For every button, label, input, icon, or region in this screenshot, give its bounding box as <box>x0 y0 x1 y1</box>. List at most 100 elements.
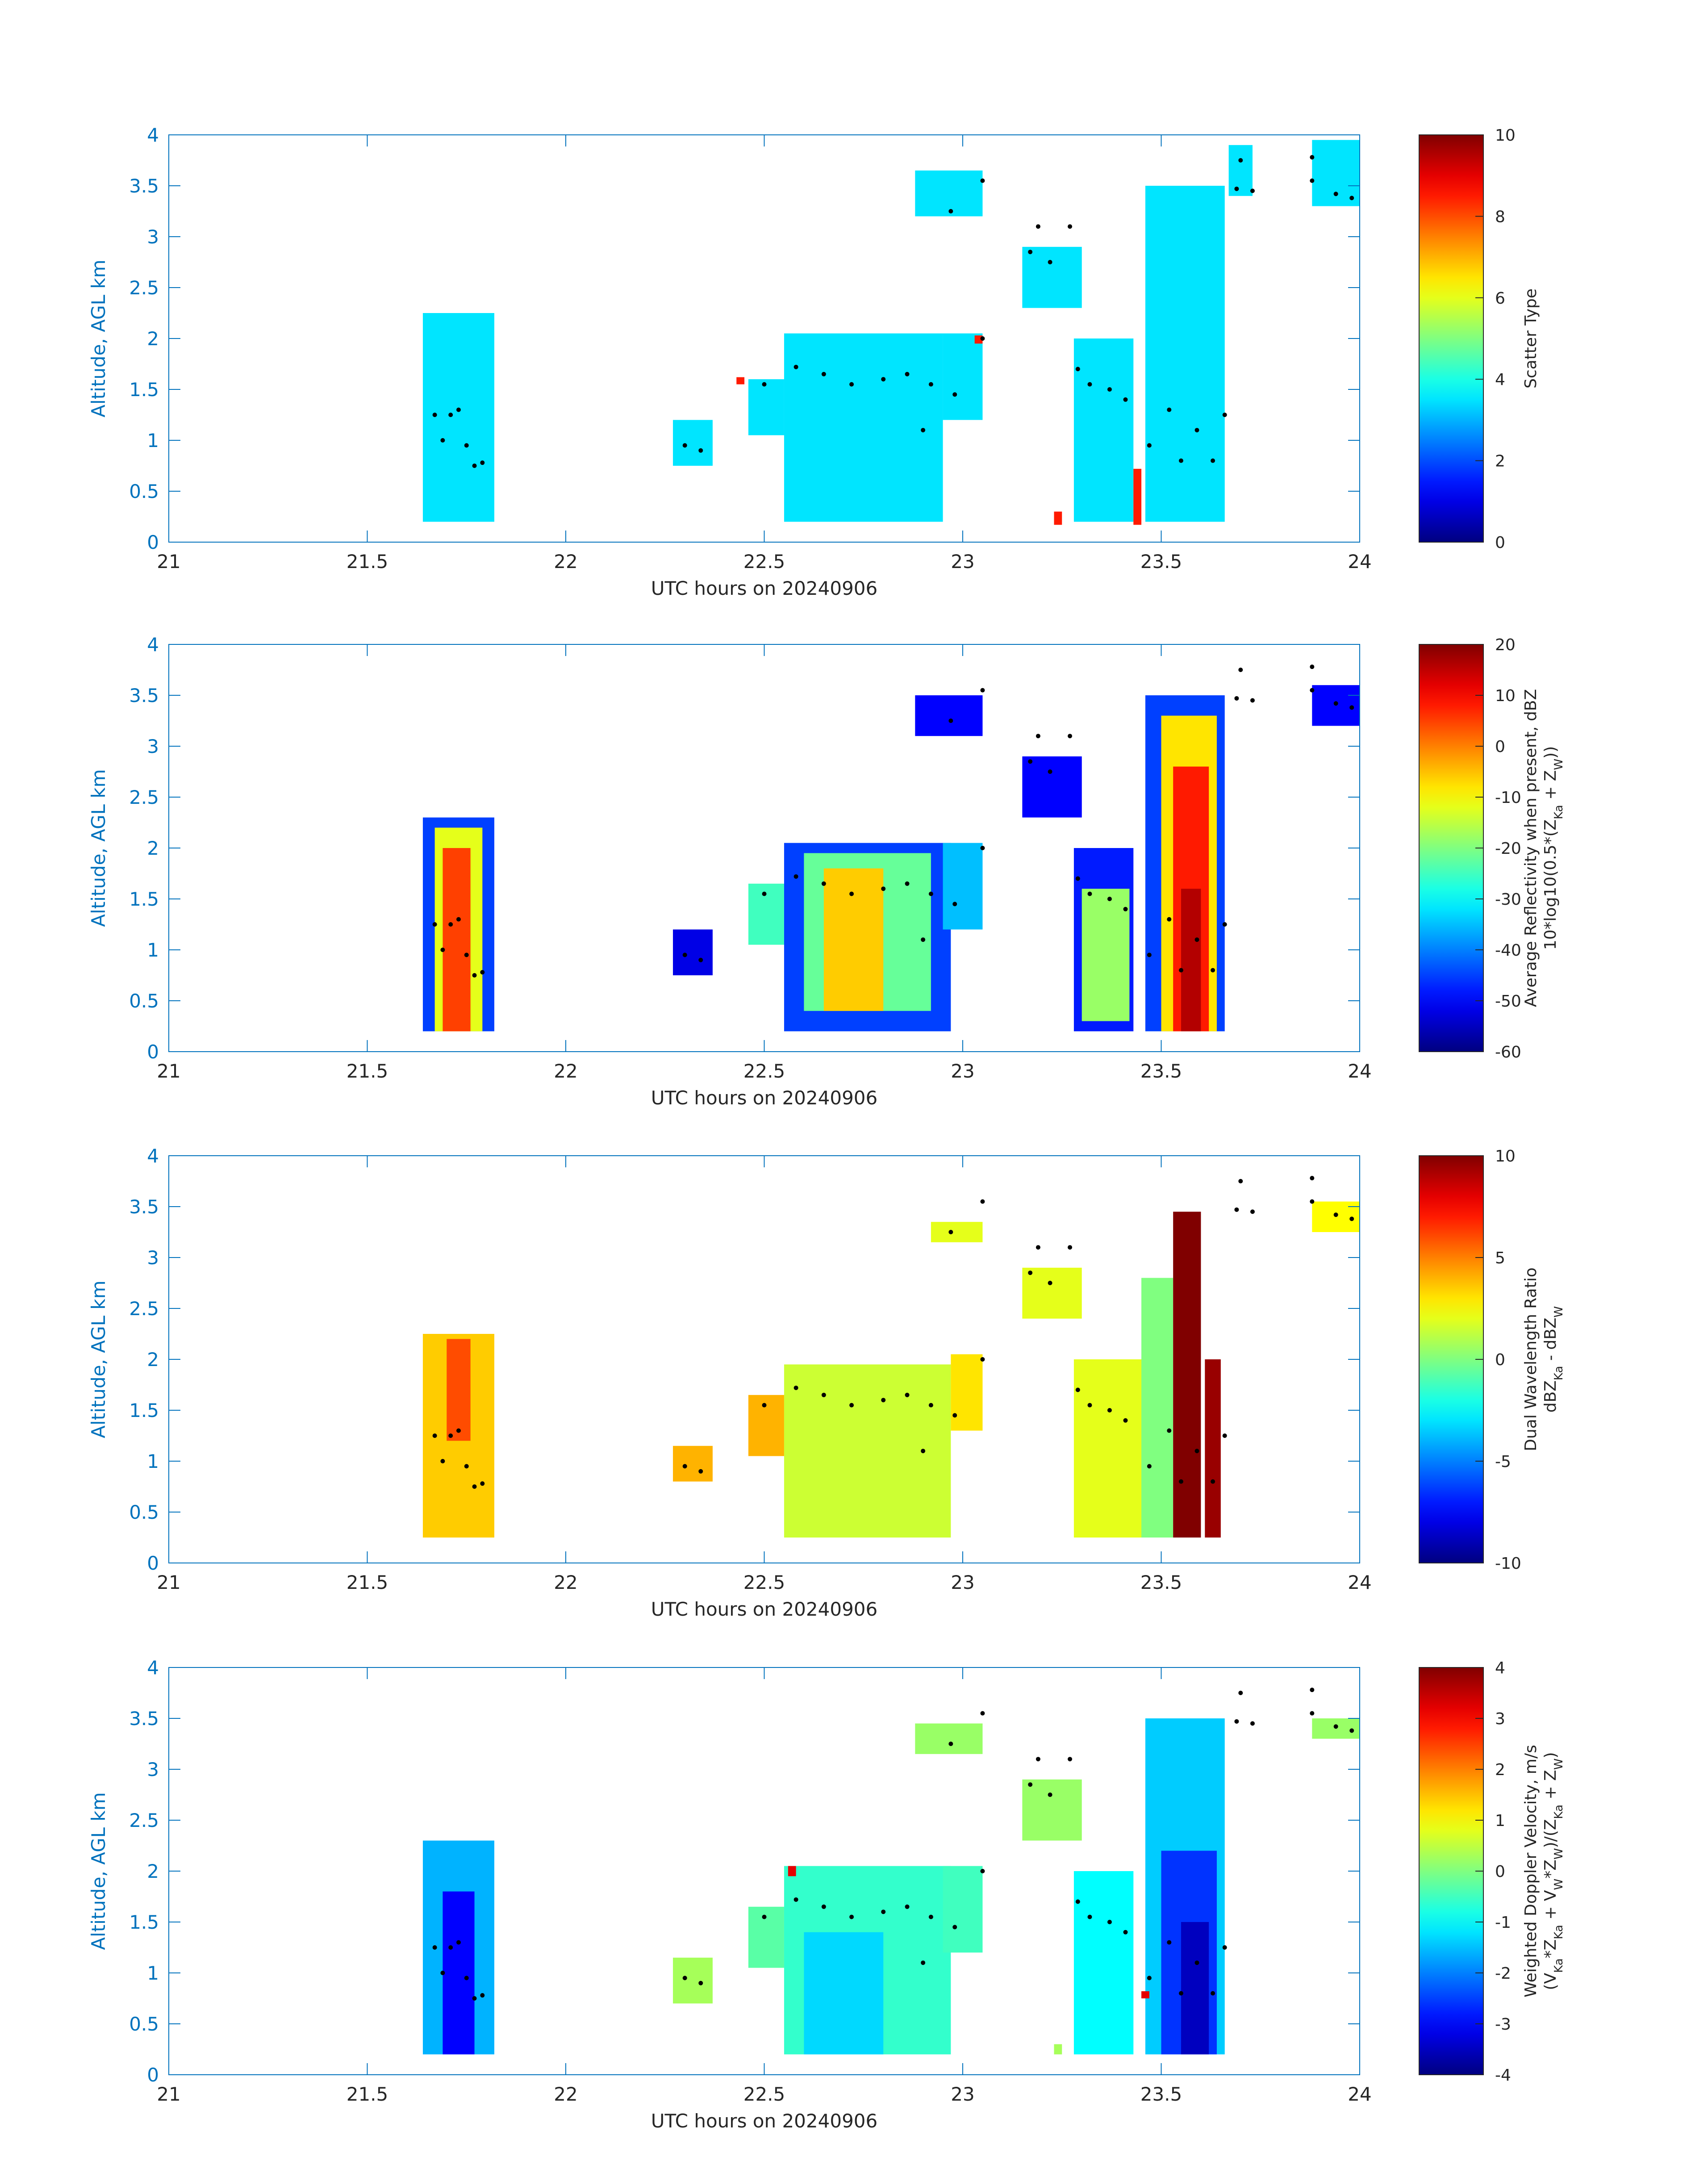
data-point-marker <box>1068 1245 1073 1250</box>
data-point-marker <box>762 1914 767 1919</box>
data-point-marker <box>1234 186 1239 191</box>
colorbar-tick-label: -2 <box>1495 1964 1511 1983</box>
data-point-marker <box>1036 224 1040 229</box>
data-point-marker <box>1211 1991 1215 1996</box>
data-point-marker <box>1310 688 1315 693</box>
heatmap-cell <box>673 1957 713 2004</box>
data-point-marker <box>821 1904 826 1909</box>
data-point-marker <box>1068 1757 1073 1762</box>
colorbar-tick-label: 10 <box>1495 687 1516 705</box>
data-point-marker <box>440 438 445 443</box>
x-tick-label: 23 <box>951 2083 974 2105</box>
data-point-marker <box>1036 1757 1040 1762</box>
data-point-marker <box>821 1392 826 1397</box>
data-point-marker <box>1310 178 1315 183</box>
x-tick-label: 22.5 <box>743 2083 785 2105</box>
data-point-marker <box>1087 1914 1092 1919</box>
data-point-marker <box>472 973 477 978</box>
data-point-marker <box>1222 1945 1227 1950</box>
colorbar-tick-label: -4 <box>1495 2066 1511 2085</box>
x-tick-label: 22 <box>554 1060 577 1082</box>
data-point-marker <box>1028 1782 1033 1787</box>
y-tick-label: 2.5 <box>129 277 159 299</box>
data-point-marker <box>1250 1209 1255 1214</box>
data-point-marker <box>456 407 461 412</box>
y-tick-label: 3.5 <box>129 1196 159 1218</box>
heatmap-cell <box>788 1866 796 1876</box>
data-point-marker <box>793 874 798 879</box>
data-point-marker <box>793 1385 798 1390</box>
data-point-marker <box>480 1993 485 1998</box>
data-point-marker <box>1349 196 1354 201</box>
data-point-marker <box>1349 1216 1354 1221</box>
heatmap-cell <box>943 843 983 930</box>
x-tick-label: 23.5 <box>1140 2083 1182 2105</box>
data-point-marker <box>1107 1408 1112 1412</box>
y-tick-label: 1 <box>147 1962 159 1984</box>
data-point-marker <box>1123 1418 1128 1423</box>
heatmap-cell <box>823 868 884 1011</box>
data-point-marker <box>1194 937 1199 942</box>
data-point-marker <box>698 1981 703 1985</box>
data-point-marker <box>432 413 437 417</box>
colorbar-label: (VKa*ZKa + VW*ZW)/(ZKa + ZW) <box>1541 1752 1566 1990</box>
data-point-marker <box>464 1976 469 1981</box>
y-tick-label: 0 <box>147 1552 159 1574</box>
y-tick-label: 4 <box>147 1145 159 1167</box>
heatmap-cell <box>784 333 943 522</box>
data-point-marker <box>948 1742 953 1746</box>
colorbar-label: Weighted Doppler Velocity, m/s <box>1522 1745 1540 1997</box>
data-point-marker <box>456 1940 461 1945</box>
data-point-marker <box>1075 367 1080 372</box>
data-point-marker <box>1310 155 1315 160</box>
data-point-marker <box>921 1449 926 1454</box>
x-tick-label: 21 <box>157 1571 180 1593</box>
x-tick-label: 21 <box>157 1060 180 1082</box>
data-point-marker <box>1075 1899 1080 1904</box>
data-point-marker <box>1194 1960 1199 1965</box>
x-tick-label: 21.5 <box>347 2083 388 2105</box>
data-point-marker <box>432 1433 437 1438</box>
data-point-marker <box>928 382 933 387</box>
data-point-marker <box>881 1398 886 1403</box>
data-point-marker <box>1349 1728 1354 1733</box>
y-tick-label: 0.5 <box>129 1501 159 1523</box>
data-point-marker <box>1087 1403 1092 1408</box>
data-point-marker <box>1310 1199 1315 1204</box>
data-point-marker <box>821 881 826 886</box>
data-point-marker <box>698 957 703 962</box>
y-tick-label: 1.5 <box>129 1400 159 1421</box>
data-point-marker <box>1250 698 1255 703</box>
data-point-marker <box>1123 1930 1128 1935</box>
chart-panel-3: 21 21.5 22 22.5 23 23.5 2400.511.522.533.54UTC… <box>88 1145 1566 1620</box>
data-point-marker <box>1167 917 1172 922</box>
data-point-marker <box>1028 759 1033 764</box>
data-point-marker <box>980 178 985 183</box>
heatmap-cell <box>748 379 784 435</box>
y-tick-label: 3.5 <box>129 175 159 197</box>
heatmap-cell <box>673 929 713 975</box>
data-point-marker <box>480 970 485 975</box>
heatmap-cell <box>915 170 983 217</box>
data-point-marker <box>1068 734 1073 739</box>
y-tick-label: 3 <box>147 735 159 757</box>
data-point-marker <box>948 209 953 213</box>
data-point-marker <box>432 1945 437 1950</box>
colorbar <box>1419 644 1484 1052</box>
data-point-marker <box>1238 1179 1243 1183</box>
data-point-marker <box>905 1904 910 1909</box>
heatmap-cell <box>1022 1267 1082 1319</box>
x-tick-label: 21.5 <box>347 551 388 572</box>
data-point-marker <box>682 1464 687 1469</box>
heatmap-cell <box>1082 889 1130 1021</box>
colorbar-tick-label: 6 <box>1495 289 1505 308</box>
colorbar-tick-label: 0 <box>1495 534 1505 552</box>
y-tick-label: 4 <box>147 1657 159 1679</box>
data-point-marker <box>1068 224 1073 229</box>
colorbar-tick-label: 4 <box>1495 1659 1505 1677</box>
data-point-marker <box>448 1945 453 1950</box>
data-point-marker <box>1087 891 1092 896</box>
x-tick-label: 24 <box>1348 551 1371 572</box>
colorbar-tick-label: -30 <box>1495 890 1521 909</box>
heatmap-cell <box>673 1446 713 1482</box>
